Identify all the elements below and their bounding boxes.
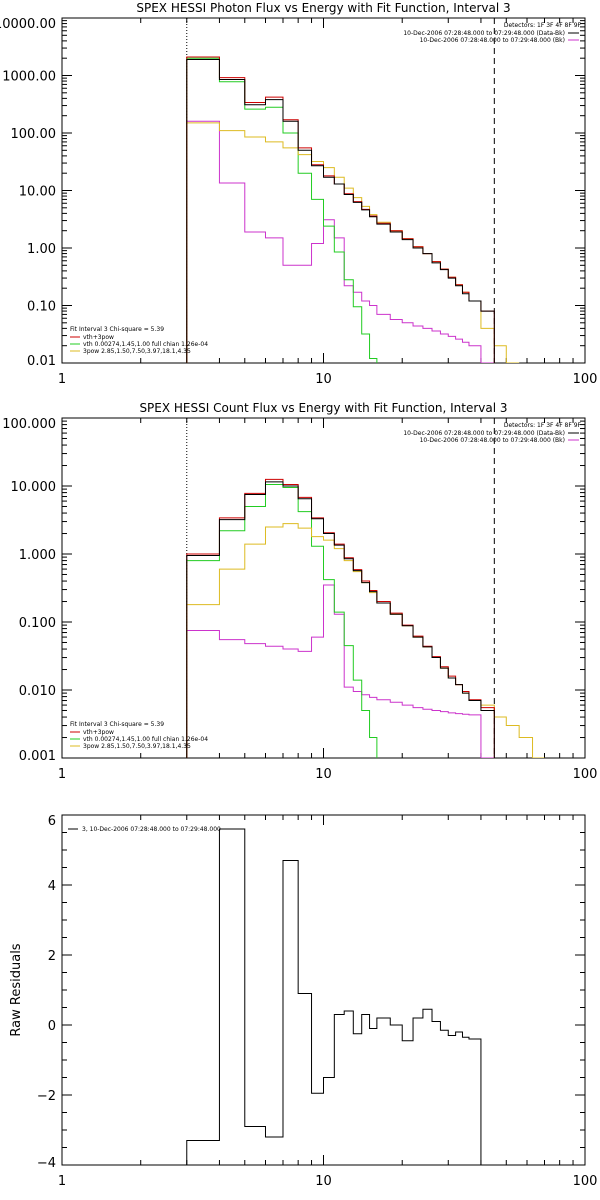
y-tick-label: 1.000	[19, 548, 56, 563]
x-tick-label: 10	[315, 767, 332, 782]
fit-interval-label: Fit Interval 3 Chi-square = 5.39	[70, 326, 164, 333]
y-tick-label: 10.00	[19, 185, 56, 200]
plot-frame	[61, 17, 586, 364]
y-tick-label: 1.00	[27, 242, 56, 257]
y-tick-label: 0	[48, 1019, 56, 1034]
x-tick-label: 10	[315, 1174, 332, 1189]
y-tick-label: 100.000	[2, 417, 56, 432]
legend-label: 3, 10-Dec-2006 07:28:48.000 to 07:29:48.…	[82, 826, 221, 833]
y-axis-label: Raw Residuals	[9, 943, 24, 1036]
series-bk-line	[186, 584, 495, 758]
x-tick-label: 1	[58, 1174, 66, 1189]
photon-flux-chart: SPEX HESSI Photon Flux vs Energy with Fi…	[0, 1, 598, 387]
x-tick-label: 100	[573, 767, 598, 782]
legend-label: vth+3pow	[83, 729, 114, 736]
legend-label: 10-Dec-2006 07:28:48.000 to 07:29:48.000…	[403, 430, 565, 437]
x-tick-label: 100	[573, 1174, 598, 1189]
series-vth-line	[186, 57, 378, 363]
y-tick-label: 2	[48, 949, 56, 964]
series-3pow-line	[186, 122, 520, 363]
legend-label: vth 0.00274,1.45,1.00 full chian 1.26e-0…	[83, 736, 208, 743]
y-tick-label: 0.01	[27, 354, 56, 369]
y-tick-label: 4	[48, 879, 56, 894]
y-tick-label: 10.000	[11, 480, 57, 495]
legend-label: 10-Dec-2006 07:28:48.000 to 07:29:48.000…	[403, 30, 565, 37]
y-tick-label: 10000.00	[0, 17, 56, 32]
x-tick-label: 1	[58, 372, 66, 387]
x-tick-label: 10	[315, 372, 332, 387]
series-vth-3pow-line	[186, 478, 495, 758]
x-tick-label: 1	[58, 767, 66, 782]
series-data-bk-line	[186, 58, 495, 363]
y-tick-label: 6	[48, 814, 56, 829]
count-flux-chart: SPEX HESSI Count Flux vs Energy with Fit…	[2, 401, 598, 782]
y-tick-label: 0.001	[19, 749, 56, 764]
legend-label: 10-Dec-2006 07:28:48.000 to 07:29:48.000…	[420, 437, 565, 444]
x-tick-label: 100	[573, 372, 598, 387]
legend-label: vth 0.00274,1.45,1.00 full chian 1.26e-0…	[83, 341, 208, 348]
plot-area	[186, 418, 545, 758]
fit-interval-label: Fit Interval 3 Chi-square = 5.39	[70, 721, 164, 728]
legend-label: 3pow 2.85,1.50,7.50,3.97,18.1,4.35	[83, 743, 191, 750]
legend-label: 3pow 2.85,1.50,7.50,3.97,18.1,4.35	[83, 348, 191, 355]
legend-label: vth+3pow	[83, 334, 114, 341]
plot-area	[186, 828, 495, 1165]
series-vth-line	[186, 484, 378, 758]
series-3pow-line	[186, 523, 545, 758]
plot-area	[186, 18, 520, 363]
y-tick-label: −2	[37, 1089, 56, 1104]
legend-label: 10-Dec-2006 07:28:48.000 to 07:29:48.000…	[420, 37, 565, 44]
residuals-chart: 1 10 100 −4 −2 0 2 4 6 Raw Residuals 3, 10-Dec-200…	[9, 814, 598, 1189]
y-tick-label: 0.100	[19, 616, 56, 631]
y-tick-label: 1000.00	[2, 70, 56, 85]
plot-frame	[61, 814, 586, 1166]
y-tick-label: 0.010	[19, 684, 56, 699]
series-vth-3pow-line	[186, 56, 495, 363]
chart-title: SPEX HESSI Count Flux vs Energy with Fit…	[139, 401, 507, 415]
series-3-10-dec-2006-07-28-48-000-to-07-29-48-000-line	[186, 828, 495, 1165]
chart-title: SPEX HESSI Photon Flux vs Energy with Fi…	[136, 1, 510, 15]
y-tick-label: −4	[37, 1156, 56, 1171]
series-data-bk-line	[186, 481, 495, 758]
series-bk-line	[186, 120, 495, 363]
y-tick-label: 0.10	[27, 300, 56, 315]
y-tick-label: 100.00	[11, 127, 57, 142]
detectors-label: Detectors: 1F 3F 4F 8F 9F	[504, 422, 582, 429]
detectors-label: Detectors: 1F 3F 4F 8F 9F	[504, 22, 582, 29]
